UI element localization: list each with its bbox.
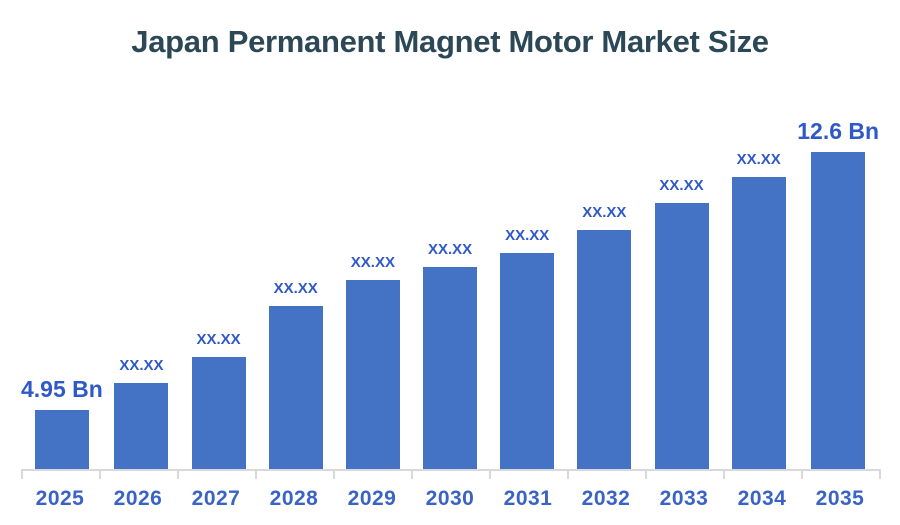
x-axis-label: 2030 bbox=[425, 487, 475, 510]
x-axis-tick bbox=[333, 471, 335, 479]
x-axis-line bbox=[21, 469, 881, 471]
bar bbox=[811, 152, 866, 470]
bar-value-label: XX.XX bbox=[273, 280, 318, 297]
bar-cell: XX.XX bbox=[180, 332, 257, 470]
x-axis-label: 2025 bbox=[35, 487, 85, 510]
x-axis-label: 2028 bbox=[269, 487, 319, 510]
chart-title: Japan Permanent Magnet Motor Market Size bbox=[131, 24, 769, 59]
bar bbox=[731, 177, 786, 470]
plot-area: 4.95 Bn XX.XX XX.XX XX.XX XX.XX XX.XX XX.XX XX.… bbox=[21, 90, 879, 470]
bar bbox=[345, 280, 400, 470]
bar-value-label: XX.XX bbox=[196, 331, 241, 348]
bar-value-label: XX.XX bbox=[119, 357, 164, 374]
bar-cell: XX.XX bbox=[257, 281, 334, 470]
bar-value-label: XX.XX bbox=[350, 254, 395, 271]
bar bbox=[500, 253, 555, 470]
bar-value-label: XX.XX bbox=[427, 241, 473, 258]
bar-cell: 4.95 Bn bbox=[21, 378, 103, 470]
x-axis-tick bbox=[255, 471, 257, 479]
x-axis-tick bbox=[99, 471, 101, 479]
x-axis-tick bbox=[567, 471, 569, 479]
x-axis-label: 2033 bbox=[659, 487, 709, 510]
x-axis-label: 2035 bbox=[815, 487, 865, 510]
bar-value-label: 12.6 Bn bbox=[797, 118, 880, 144]
x-axis-labels: 2025 2026 2027 2028 2029 2030 2031 2032 2033 2034… bbox=[21, 487, 879, 511]
x-axis-tick bbox=[411, 471, 413, 479]
bar-value-label: XX.XX bbox=[582, 204, 627, 221]
x-axis-ticks bbox=[21, 471, 881, 480]
bar-value-label: XX.XX bbox=[505, 227, 550, 244]
bar bbox=[423, 267, 478, 470]
x-axis-tick bbox=[645, 471, 647, 479]
bar-cell: XX.XX bbox=[411, 242, 488, 470]
bar-cell: 12.6 Bn bbox=[797, 120, 879, 470]
bar-cell: XX.XX bbox=[566, 205, 643, 470]
bar bbox=[191, 357, 246, 470]
x-axis-tick bbox=[177, 471, 179, 479]
bar bbox=[114, 383, 169, 470]
x-axis-tick bbox=[489, 471, 491, 479]
x-axis-label: 2027 bbox=[191, 487, 241, 510]
bar bbox=[577, 230, 632, 470]
x-axis-label: 2031 bbox=[503, 487, 553, 510]
bar-cell: XX.XX bbox=[720, 152, 797, 470]
bar-cell: XX.XX bbox=[643, 178, 720, 470]
x-axis-tick bbox=[801, 471, 803, 479]
bar-cell: XX.XX bbox=[103, 358, 180, 470]
bar-value-label: XX.XX bbox=[659, 177, 704, 194]
x-axis-label: 2029 bbox=[347, 487, 397, 510]
x-axis-tick bbox=[879, 471, 881, 479]
bar-cell: XX.XX bbox=[334, 255, 411, 470]
x-axis-tick bbox=[723, 471, 725, 479]
bar bbox=[34, 410, 89, 470]
x-axis-label: 2026 bbox=[113, 487, 163, 510]
bar-value-label: XX.XX bbox=[736, 151, 781, 168]
bar-cell: XX.XX bbox=[489, 228, 566, 470]
bar-value-label: 4.95 Bn bbox=[21, 376, 103, 402]
x-axis-label: 2034 bbox=[737, 487, 787, 510]
bar bbox=[268, 306, 323, 470]
x-axis-tick bbox=[21, 471, 23, 479]
x-axis-label: 2032 bbox=[581, 487, 631, 510]
bar bbox=[654, 203, 709, 470]
